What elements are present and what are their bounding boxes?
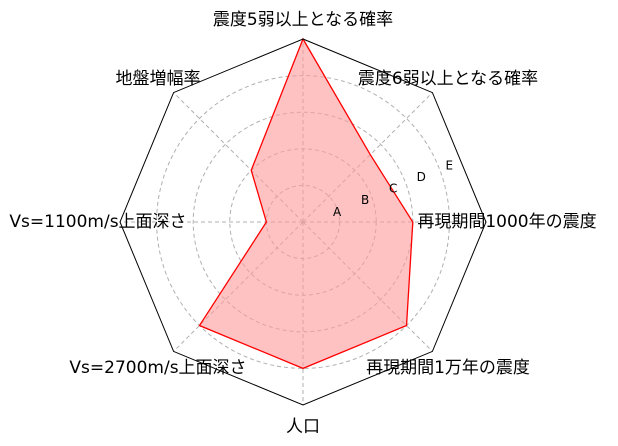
axis-label: Vs=2700m/s上面深さ — [69, 358, 246, 378]
ring-label: B — [361, 193, 369, 207]
series-layer — [198, 37, 414, 370]
axis-label: 地盤増幅率 — [116, 69, 201, 89]
ring-label: E — [446, 158, 454, 172]
ring-label: A — [333, 205, 342, 219]
axis-label: 震度6弱以上となる確率 — [358, 69, 538, 89]
axis-label: 人口 — [286, 417, 320, 437]
outer-frame — [119, 38, 487, 406]
ring-label: C — [389, 182, 397, 196]
label-layer: A B C D E 震度5弱以上となる確率震度6弱以上となる確率再現期間1000年の震度再… — [9, 10, 596, 437]
frame-layer — [119, 38, 487, 406]
ring-label: D — [417, 170, 426, 184]
axis-label: Vs=1100m/s上面深さ — [9, 212, 186, 232]
axis-label: 再現期間1000年の震度 — [417, 212, 596, 232]
series-area — [198, 37, 414, 370]
axis-label: 震度5弱以上となる確率 — [213, 10, 393, 30]
axis-label: 再現期間1万年の震度 — [366, 358, 530, 378]
